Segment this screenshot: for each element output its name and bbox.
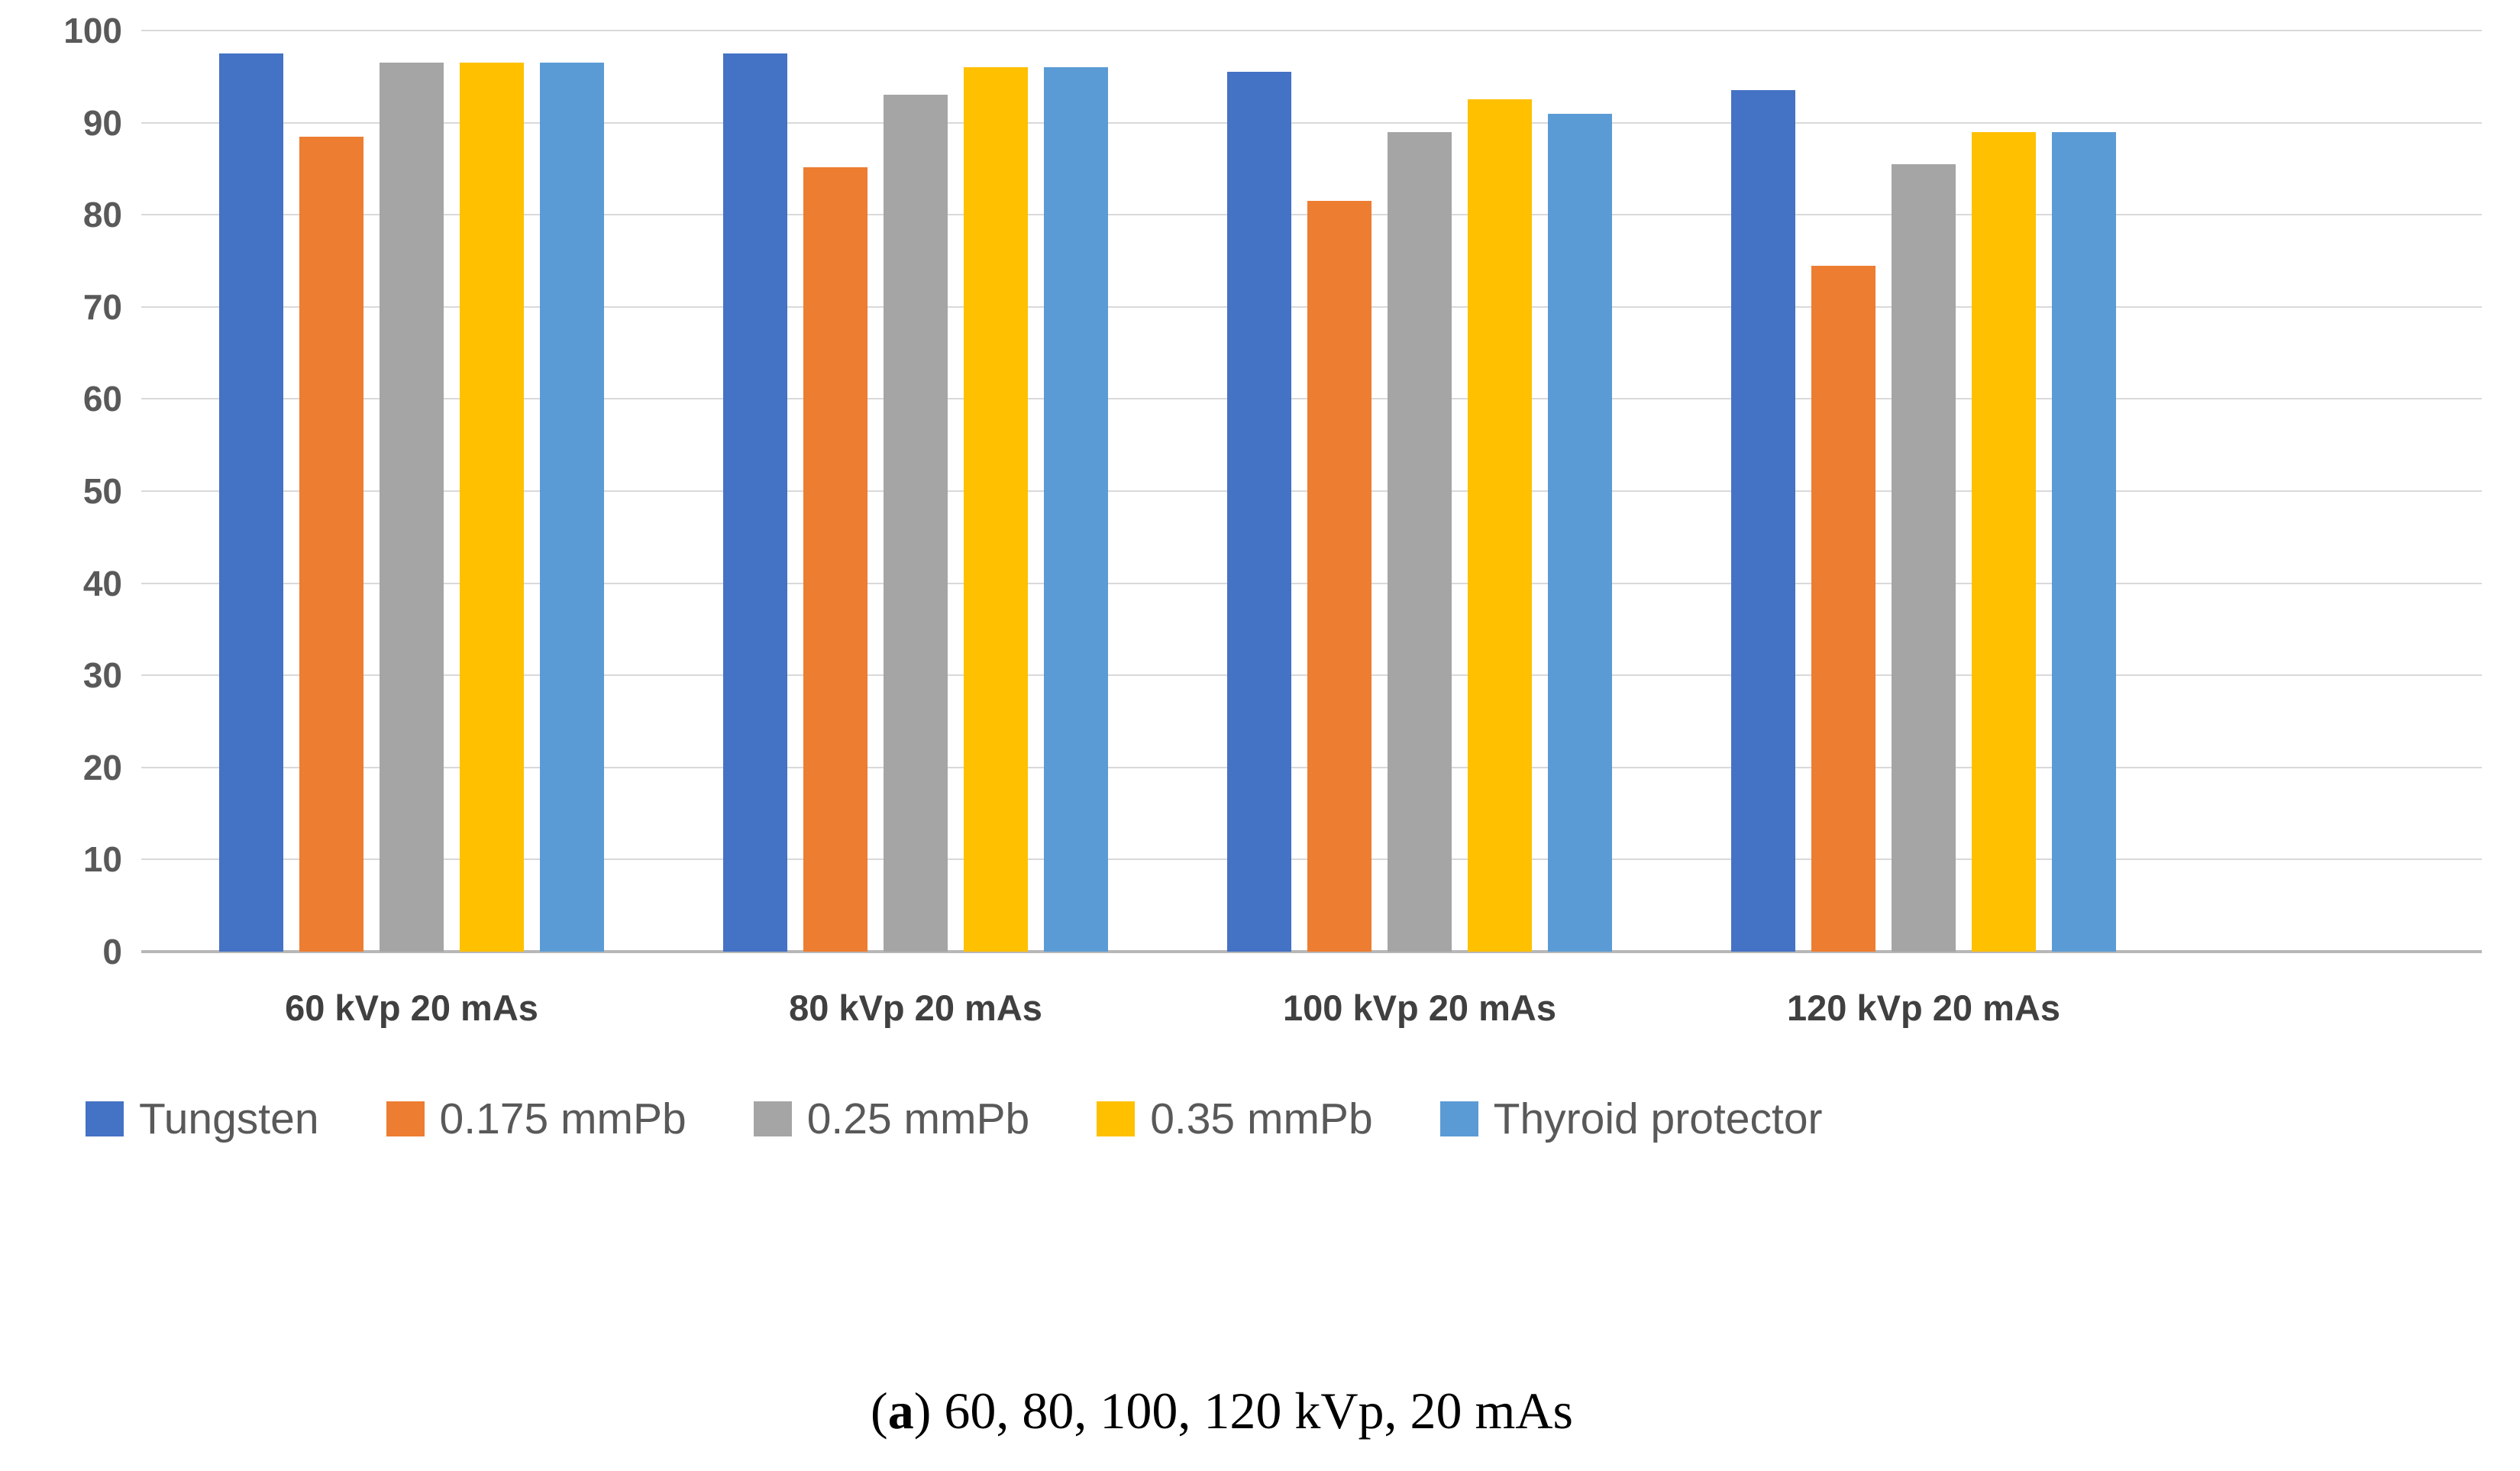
y-tick-label-50: 50 [82, 471, 122, 511]
bar-0-35-mmpb-group-4 [1972, 131, 2036, 952]
bar-group-4 [1731, 31, 2116, 952]
caption-marker-close: ) [913, 1382, 932, 1440]
x-axis-line [141, 950, 2482, 953]
bar-group-3 [1227, 31, 1612, 952]
bar-0-25-mmpb-group-2 [884, 95, 948, 952]
bar-tungsten-group-3 [1227, 72, 1291, 952]
bar-0-175-mmpb-group-2 [803, 166, 867, 952]
bar-0-25-mmpb-group-4 [1892, 163, 1956, 952]
plot-area [141, 30, 2482, 953]
figure-caption: (a) 60, 80, 100, 120 kVp, 20 mAs [0, 1381, 2444, 1441]
gridline-y-90 [141, 121, 2482, 124]
x-category-label-4: 120 kVp 20 mAs [1787, 988, 2060, 1028]
y-tick-label-80: 80 [82, 195, 122, 235]
bar-group-1 [219, 31, 604, 952]
gridline-y-100 [141, 30, 2482, 31]
legend-swatch-icon [86, 1101, 124, 1136]
bar-0-175-mmpb-group-4 [1811, 265, 1875, 952]
y-tick-label-40: 40 [82, 563, 122, 603]
legend-item-thyroid-protector: Thyroid protector [1439, 1094, 1823, 1144]
bar-tungsten-group-4 [1731, 90, 1795, 952]
caption-marker-letter: a [887, 1382, 914, 1440]
legend-label: 0.175 mmPb [439, 1094, 687, 1143]
y-tick-label-0: 0 [102, 932, 122, 972]
legend-swatch-icon [1097, 1101, 1136, 1136]
legend-label: Thyroid protector [1493, 1094, 1823, 1143]
legend-item-tungsten: Tungsten [86, 1094, 319, 1144]
legend-item-0-25-mmpb: 0.25 mmPb [753, 1094, 1030, 1144]
legend-swatch-icon [1439, 1101, 1478, 1136]
bar-0-175-mmpb-group-3 [1307, 201, 1371, 952]
bar-tungsten-group-1 [219, 53, 283, 952]
bar-thyroid-protector-group-4 [2052, 131, 2116, 952]
bar-thyroid-protector-group-1 [540, 63, 604, 952]
caption-text: 60, 80, 100, 120 kVp, 20 mAs [931, 1382, 1573, 1440]
bar-thyroid-protector-group-2 [1044, 67, 1108, 952]
legend-swatch-icon [386, 1101, 425, 1136]
x-category-label-3: 100 kVp 20 mAs [1283, 988, 1556, 1028]
y-tick-label-70: 70 [82, 286, 122, 327]
bar-tungsten-group-2 [723, 53, 787, 952]
y-tick-label-100: 100 [63, 11, 122, 50]
y-tick-label-90: 90 [82, 102, 122, 143]
legend-item-0-175-mmpb: 0.175 mmPb [386, 1094, 687, 1144]
bar-thyroid-protector-group-3 [1548, 113, 1612, 952]
bar-0-35-mmpb-group-1 [460, 63, 524, 952]
y-tick-label-20: 20 [82, 747, 122, 787]
legend-label: Tungsten [139, 1094, 319, 1143]
bar-0-35-mmpb-group-2 [964, 67, 1028, 952]
bar-0-25-mmpb-group-3 [1388, 131, 1452, 952]
chart-legend: Tungsten 0.175 mmPb 0.25 mmPb 0.35 mmPb Thyr… [86, 1094, 2491, 1144]
x-category-label-2: 80 kVp 20 mAs [789, 988, 1042, 1028]
y-tick-label-60: 60 [82, 379, 122, 419]
legend-label: 0.25 mmPb [806, 1094, 1030, 1143]
caption-marker-open: ( [871, 1382, 888, 1440]
x-category-label-1: 60 kVp 20 mAs [285, 988, 538, 1028]
legend-item-0-35-mmpb: 0.35 mmPb [1097, 1094, 1373, 1144]
bar-0-25-mmpb-group-1 [380, 63, 444, 952]
y-tick-label-10: 10 [82, 839, 122, 880]
bar-0-35-mmpb-group-3 [1468, 99, 1532, 952]
bar-group-2 [723, 31, 1108, 952]
y-tick-label-30: 30 [82, 655, 122, 696]
legend-label: 0.35 mmPb [1150, 1094, 1373, 1143]
legend-swatch-icon [753, 1101, 792, 1136]
bar-0-175-mmpb-group-1 [299, 136, 363, 952]
